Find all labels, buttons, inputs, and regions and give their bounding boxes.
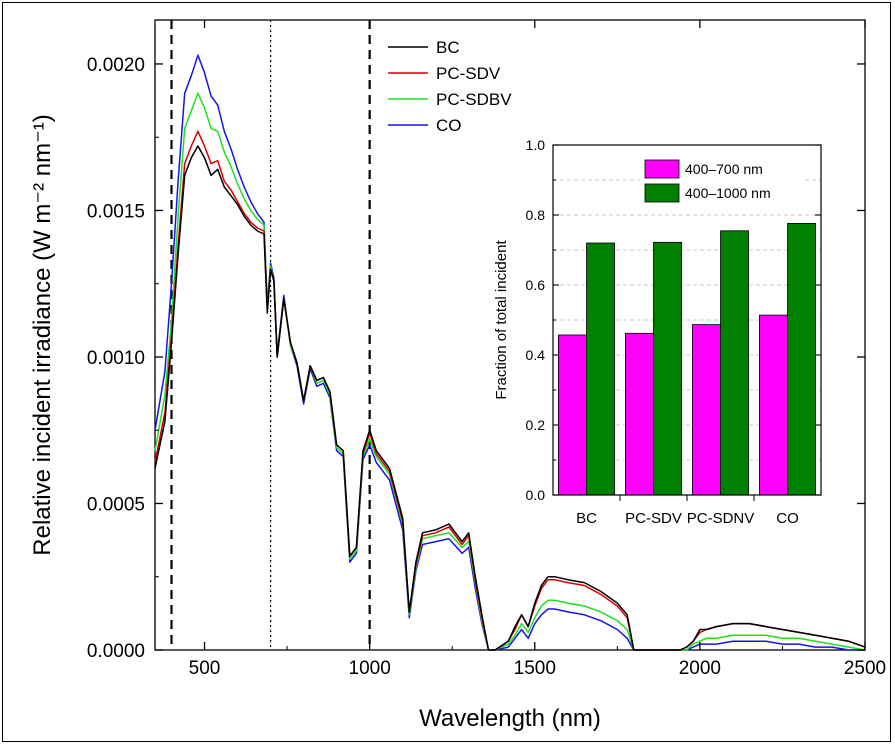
inset-y-axis: 0.0 0.2 0.4 0.6 0.8 1.0 (526, 137, 821, 503)
y-axis-label: Relative incident irradiance (W m⁻² nm⁻¹… (29, 114, 56, 555)
inset-y-tick-label: 0.2 (526, 417, 546, 433)
y-tick-label: 0.0010 (87, 348, 145, 369)
inset-x-axis: BC PC-SDV PC-SDNV CO (576, 495, 799, 527)
x-tick-label: 1500 (514, 658, 556, 679)
main-legend: BC PC-SDV PC-SDBV CO (388, 38, 512, 135)
y-tick-label: 0.0005 (87, 494, 145, 515)
y-tick-label: 0.0020 (87, 55, 145, 76)
x-tick-label: 2500 (844, 658, 886, 679)
main-plot: 500 1000 1500 2000 2500 0.00000.00050.00100.… (29, 19, 886, 732)
series-line-bc (154, 145, 866, 651)
bar-co-400-1000 (787, 222, 817, 496)
y-axis: 0.0000 0.0005 0.0010 0.0015 0.0020 (87, 55, 865, 662)
y-tick-label: 0.0000 (87, 641, 145, 662)
inset-bars (558, 222, 817, 496)
bar-pc-sdnv-400-1000 (720, 230, 750, 496)
x-axis-label: Wavelength (nm) (419, 705, 601, 732)
inset-legend-swatch (644, 159, 680, 179)
x-tick-label: 500 (189, 658, 221, 679)
inset-category-label: CO (776, 510, 799, 527)
y-tick-label: 0.0015 (87, 201, 145, 222)
inset-category-label: PC-SDNV (687, 510, 755, 527)
x-tick-label: 2000 (679, 658, 721, 679)
inset-legend: 400–700 nm 400–1000 nm (640, 158, 805, 208)
inset-category-label: BC (576, 510, 597, 527)
inset-legend-label: 400–1000 nm (685, 185, 771, 201)
inset-plot: BC PC-SDV PC-SDNV CO 0.0 0.2 0.4 0.6 0.8 1.0 Fra… (493, 137, 822, 527)
legend-label: CO (436, 116, 462, 135)
inset-y-tick-label: 0.6 (526, 277, 546, 293)
x-axis: 500 1000 1500 2000 2500 (189, 20, 886, 679)
inset-y-tick-label: 0.4 (526, 347, 546, 363)
bar-pc-sdv-400-1000 (653, 241, 683, 496)
bar-bc-400-1000 (586, 242, 616, 496)
legend-label: PC-SDV (436, 64, 501, 83)
spectrum-series (154, 54, 866, 651)
x-tick-label: 1000 (349, 658, 391, 679)
inset-y-tick-label: 0.0 (526, 487, 546, 503)
inset-legend-label: 400–700 nm (685, 161, 763, 177)
bar-pc-sdv-400-700 (625, 332, 654, 496)
inset-legend-swatch (644, 183, 680, 203)
legend-label: BC (436, 38, 460, 57)
bar-co-400-700 (759, 314, 788, 496)
inset-y-tick-label: 0.8 (526, 207, 546, 223)
main-plot-frame (154, 19, 866, 651)
bar-pc-sdnv-400-700 (692, 324, 721, 496)
inset-category-label: PC-SDV (625, 510, 682, 527)
inset-y-tick-label: 1.0 (526, 137, 546, 153)
inset-y-axis-label: Fraction of total incident (493, 240, 510, 400)
reference-lines (170, 20, 371, 650)
legend-label: PC-SDBV (436, 90, 512, 109)
bar-bc-400-700 (558, 334, 587, 496)
